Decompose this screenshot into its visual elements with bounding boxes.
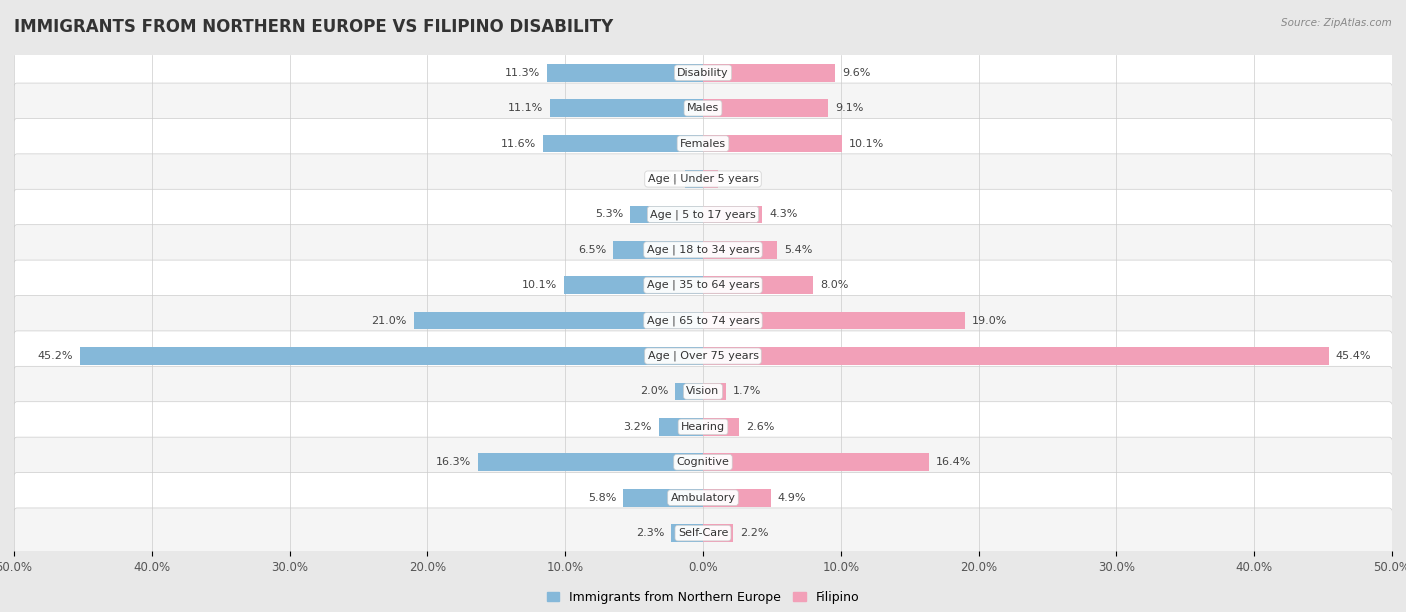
Bar (703, 170, 718, 188)
Text: Ambulatory: Ambulatory (671, 493, 735, 502)
Text: Self-Care: Self-Care (678, 528, 728, 538)
Bar (703, 382, 727, 400)
Text: Vision: Vision (686, 386, 720, 397)
Bar (703, 524, 734, 542)
Text: Hearing: Hearing (681, 422, 725, 432)
FancyBboxPatch shape (13, 119, 1393, 169)
Bar (613, 241, 703, 259)
Legend: Immigrants from Northern Europe, Filipino: Immigrants from Northern Europe, Filipin… (547, 591, 859, 604)
Text: Age | 18 to 34 years: Age | 18 to 34 years (647, 245, 759, 255)
FancyBboxPatch shape (13, 296, 1393, 346)
Text: 2.2%: 2.2% (740, 528, 769, 538)
FancyBboxPatch shape (13, 367, 1393, 417)
Bar (550, 99, 703, 117)
Text: Age | 35 to 64 years: Age | 35 to 64 years (647, 280, 759, 291)
Text: Males: Males (688, 103, 718, 113)
Text: 3.2%: 3.2% (624, 422, 652, 432)
Text: Source: ZipAtlas.com: Source: ZipAtlas.com (1281, 18, 1392, 28)
Text: 10.1%: 10.1% (522, 280, 557, 290)
Text: 11.1%: 11.1% (508, 103, 543, 113)
Bar (703, 135, 842, 152)
FancyBboxPatch shape (13, 508, 1393, 558)
Bar (80, 347, 703, 365)
FancyBboxPatch shape (13, 260, 1393, 310)
Bar (413, 312, 703, 329)
Bar (543, 135, 703, 152)
Text: 9.6%: 9.6% (842, 68, 870, 78)
Text: 5.3%: 5.3% (595, 209, 623, 220)
FancyBboxPatch shape (13, 472, 1393, 523)
Text: 2.6%: 2.6% (745, 422, 775, 432)
Text: Age | 65 to 74 years: Age | 65 to 74 years (647, 315, 759, 326)
FancyBboxPatch shape (13, 401, 1393, 452)
Text: 1.7%: 1.7% (734, 386, 762, 397)
Bar (703, 347, 1329, 365)
Bar (623, 489, 703, 507)
Text: 1.1%: 1.1% (725, 174, 754, 184)
Text: 1.3%: 1.3% (650, 174, 678, 184)
Bar (703, 99, 828, 117)
Text: 5.8%: 5.8% (588, 493, 616, 502)
Text: Disability: Disability (678, 68, 728, 78)
FancyBboxPatch shape (13, 225, 1393, 275)
Text: 5.4%: 5.4% (785, 245, 813, 255)
Text: Age | 5 to 17 years: Age | 5 to 17 years (650, 209, 756, 220)
Text: 21.0%: 21.0% (371, 316, 406, 326)
Text: 16.3%: 16.3% (436, 457, 471, 468)
Bar (703, 241, 778, 259)
Text: 6.5%: 6.5% (578, 245, 606, 255)
Text: 45.2%: 45.2% (38, 351, 73, 361)
Text: 11.3%: 11.3% (505, 68, 540, 78)
FancyBboxPatch shape (13, 48, 1393, 98)
Text: Cognitive: Cognitive (676, 457, 730, 468)
Text: 2.3%: 2.3% (636, 528, 665, 538)
Text: 4.3%: 4.3% (769, 209, 797, 220)
Bar (671, 524, 703, 542)
Bar (685, 170, 703, 188)
Text: IMMIGRANTS FROM NORTHERN EUROPE VS FILIPINO DISABILITY: IMMIGRANTS FROM NORTHERN EUROPE VS FILIP… (14, 18, 613, 36)
Text: 4.9%: 4.9% (778, 493, 806, 502)
Text: 16.4%: 16.4% (936, 457, 972, 468)
FancyBboxPatch shape (13, 331, 1393, 381)
FancyBboxPatch shape (13, 189, 1393, 239)
Text: 8.0%: 8.0% (820, 280, 848, 290)
FancyBboxPatch shape (13, 437, 1393, 487)
Text: 9.1%: 9.1% (835, 103, 863, 113)
Bar (703, 418, 738, 436)
Text: 11.6%: 11.6% (501, 138, 536, 149)
Text: 45.4%: 45.4% (1336, 351, 1371, 361)
Bar (478, 453, 703, 471)
Bar (659, 418, 703, 436)
Text: Age | Over 75 years: Age | Over 75 years (648, 351, 758, 361)
Text: Age | Under 5 years: Age | Under 5 years (648, 174, 758, 184)
Bar (675, 382, 703, 400)
Text: 2.0%: 2.0% (640, 386, 669, 397)
FancyBboxPatch shape (13, 83, 1393, 133)
Bar (564, 277, 703, 294)
Bar (703, 206, 762, 223)
Bar (703, 489, 770, 507)
Bar (703, 277, 813, 294)
Bar (703, 64, 835, 81)
Bar (547, 64, 703, 81)
Bar (630, 206, 703, 223)
Bar (703, 453, 929, 471)
Text: Females: Females (681, 138, 725, 149)
Text: 19.0%: 19.0% (972, 316, 1007, 326)
Text: 10.1%: 10.1% (849, 138, 884, 149)
Bar (703, 312, 965, 329)
FancyBboxPatch shape (13, 154, 1393, 204)
